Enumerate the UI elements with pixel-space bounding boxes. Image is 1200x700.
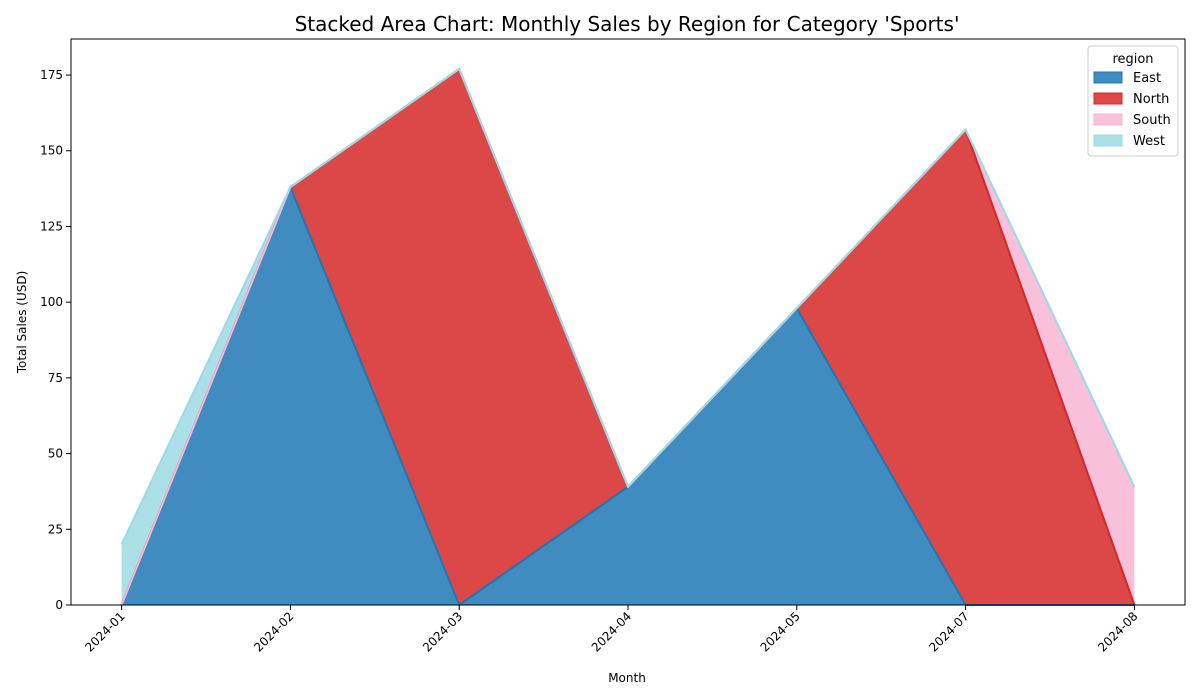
y-tick-label: 0 xyxy=(55,598,63,612)
areas-layer xyxy=(121,68,1135,606)
legend-swatch-north xyxy=(1093,92,1123,105)
x-axis: 2024-01 2024-02 2024-03 2024-04 2024-05 2024-… xyxy=(82,605,1141,655)
y-tick-label: 50 xyxy=(48,447,63,461)
x-tick-label: 2024-04 xyxy=(589,609,634,654)
area-east xyxy=(121,187,1135,605)
x-tick-label: 2024-07 xyxy=(926,609,971,654)
legend-swatch-east xyxy=(1093,71,1123,84)
legend-title: region xyxy=(1112,52,1153,67)
y-axis-label: Total Sales (USD) xyxy=(15,271,29,375)
y-tick-label: 125 xyxy=(40,219,63,233)
legend-swatch-west xyxy=(1093,134,1123,147)
x-axis-label: Month xyxy=(608,671,646,685)
x-tick-label: 2024-05 xyxy=(758,609,803,654)
legend-label-east: East xyxy=(1133,71,1161,86)
legend-items: East North South West xyxy=(1093,71,1171,149)
x-tick-label: 2024-03 xyxy=(420,609,465,654)
y-tick-label: 75 xyxy=(48,371,63,385)
y-tick-label: 150 xyxy=(40,144,63,158)
y-tick-label: 25 xyxy=(48,522,63,536)
x-tick-label: 2024-02 xyxy=(251,609,296,654)
legend-label-south: South xyxy=(1133,113,1171,128)
y-axis: 0 25 50 75 100 125 150 175 xyxy=(40,68,71,612)
y-tick-label: 100 xyxy=(40,295,63,309)
legend-swatch-south xyxy=(1093,113,1123,126)
line-west xyxy=(120,67,1136,545)
legend: region East North South West xyxy=(1087,45,1179,157)
area-north xyxy=(121,68,1135,606)
legend-label-north: North xyxy=(1133,92,1169,107)
x-tick-label: 2024-01 xyxy=(82,609,127,654)
legend-label-west: West xyxy=(1133,134,1165,149)
chart-title: Stacked Area Chart: Monthly Sales by Reg… xyxy=(295,12,960,36)
y-tick-label: 175 xyxy=(40,68,63,82)
x-tick-label: 2024-08 xyxy=(1095,609,1140,654)
